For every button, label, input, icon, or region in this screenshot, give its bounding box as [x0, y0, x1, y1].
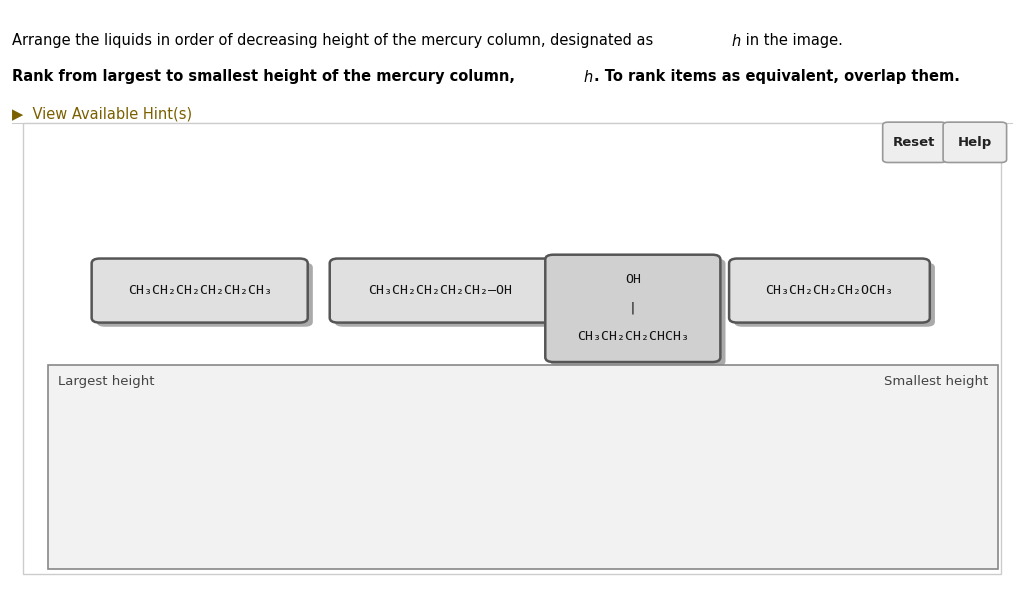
Text: Rank from largest to smallest height of the mercury column,: Rank from largest to smallest height of … [12, 69, 520, 84]
FancyBboxPatch shape [883, 122, 946, 162]
Text: $h$: $h$ [583, 69, 593, 85]
Text: Help: Help [957, 136, 992, 149]
FancyBboxPatch shape [330, 259, 551, 323]
Text: . To rank items as equivalent, overlap them.: . To rank items as equivalent, overlap t… [594, 69, 959, 84]
FancyBboxPatch shape [943, 122, 1007, 162]
Text: $h$: $h$ [731, 33, 741, 49]
Text: Largest height: Largest height [58, 375, 155, 388]
Bar [48, 365, 998, 569]
Text: Arrange the liquids in order of decreasing height of the mercury column, designa: Arrange the liquids in order of decreasi… [12, 33, 658, 47]
Text: CH₃CH₂CH₂CH₂CH₂CH₃: CH₃CH₂CH₂CH₂CH₂CH₃ [128, 284, 271, 297]
Text: Smallest height: Smallest height [884, 375, 988, 388]
Text: CH₃CH₂CH₂CHCH₃: CH₃CH₂CH₂CHCH₃ [577, 330, 689, 343]
FancyBboxPatch shape [734, 263, 935, 327]
FancyBboxPatch shape [729, 259, 930, 323]
FancyBboxPatch shape [92, 259, 307, 323]
Text: CH₃CH₂CH₂CH₂OCH₃: CH₃CH₂CH₂CH₂OCH₃ [766, 284, 893, 297]
Text: CH₃CH₂CH₂CH₂CH₂–OH: CH₃CH₂CH₂CH₂CH₂–OH [369, 284, 512, 297]
FancyBboxPatch shape [96, 263, 313, 327]
Text: |: | [629, 302, 637, 315]
FancyBboxPatch shape [551, 259, 725, 366]
FancyBboxPatch shape [335, 263, 556, 327]
Text: OH: OH [625, 273, 641, 286]
Bar [23, 123, 1001, 574]
FancyBboxPatch shape [545, 255, 721, 362]
Text: ▶  View Available Hint(s): ▶ View Available Hint(s) [12, 107, 193, 122]
Text: in the image.: in the image. [741, 33, 843, 47]
Text: Reset: Reset [893, 136, 936, 149]
